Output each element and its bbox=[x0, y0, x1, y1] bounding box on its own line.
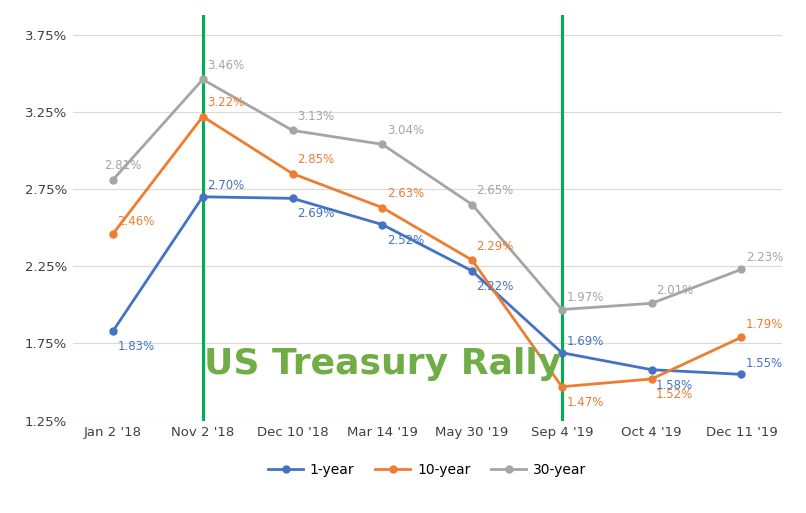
Text: 2.70%: 2.70% bbox=[207, 180, 244, 192]
Text: 2.63%: 2.63% bbox=[387, 187, 424, 200]
Text: 2.52%: 2.52% bbox=[387, 233, 424, 247]
Text: 2.69%: 2.69% bbox=[297, 207, 334, 220]
Text: 1.79%: 1.79% bbox=[746, 319, 783, 331]
Text: 2.65%: 2.65% bbox=[476, 184, 513, 197]
Text: US Treasury Rally: US Treasury Rally bbox=[204, 347, 561, 381]
Text: 2.81%: 2.81% bbox=[104, 160, 141, 172]
Text: 2.85%: 2.85% bbox=[297, 153, 334, 166]
Text: 2.29%: 2.29% bbox=[476, 240, 514, 253]
Text: 3.46%: 3.46% bbox=[207, 59, 244, 72]
Text: 1.97%: 1.97% bbox=[567, 291, 604, 304]
Text: 3.13%: 3.13% bbox=[297, 110, 334, 123]
Text: 1.58%: 1.58% bbox=[656, 379, 693, 391]
Text: 1.83%: 1.83% bbox=[118, 340, 155, 353]
Text: 1.55%: 1.55% bbox=[746, 357, 783, 370]
Text: 2.46%: 2.46% bbox=[118, 215, 155, 228]
Text: 3.04%: 3.04% bbox=[387, 124, 424, 137]
Text: 1.47%: 1.47% bbox=[567, 396, 604, 409]
Text: 3.22%: 3.22% bbox=[207, 96, 244, 109]
Text: 2.23%: 2.23% bbox=[746, 250, 783, 264]
Legend: 1-year, 10-year, 30-year: 1-year, 10-year, 30-year bbox=[263, 458, 592, 483]
Text: 1.69%: 1.69% bbox=[567, 336, 604, 348]
Text: 1.52%: 1.52% bbox=[656, 388, 693, 401]
Text: 2.01%: 2.01% bbox=[656, 285, 693, 298]
Text: 2.22%: 2.22% bbox=[476, 280, 514, 293]
